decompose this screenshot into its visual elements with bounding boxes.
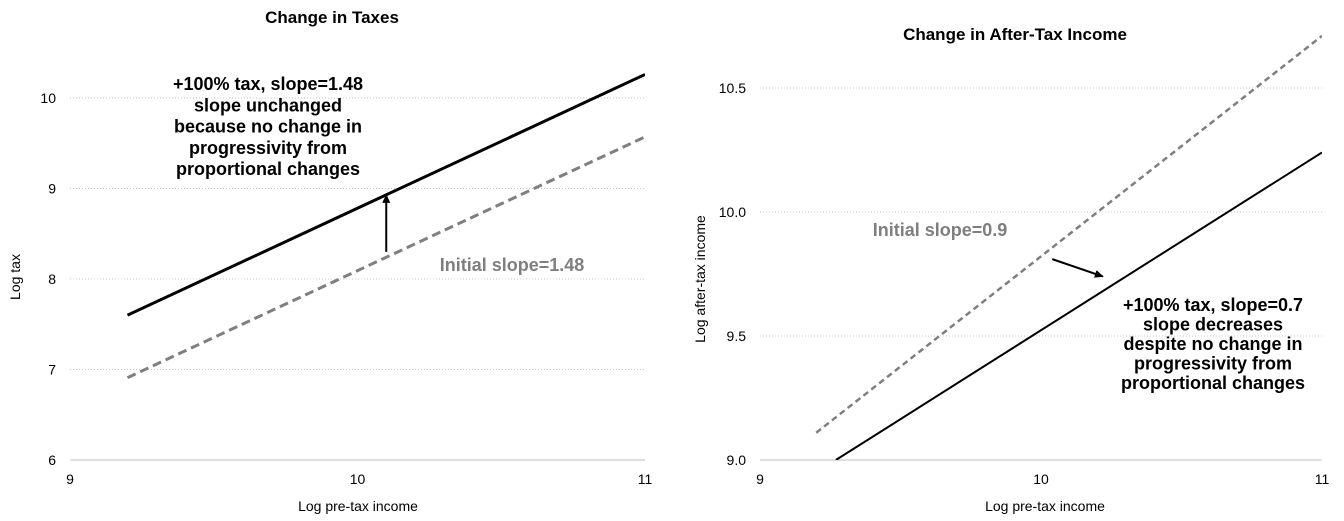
series-line-initial [815,34,1322,434]
series-line-initial [126,135,645,380]
x-axis-label: Log pre-tax income [298,498,418,514]
series-line-after-tax [835,151,1322,460]
x-tick-label: 10 [350,471,366,487]
y-axis-label: Log after-tax income [692,215,708,343]
annotation-line: slope unchanged [194,95,342,115]
annotation-line: despite no change in [1123,334,1302,354]
annotation-line: progressivity from [189,138,347,158]
chart-2: 9 10 11 9.0 9.5 10.0 10.5 Change in After-Tax I… [692,25,1329,514]
x-tick-label: 9 [756,471,764,487]
annotation-line: +100% tax, slope=1.48 [173,74,363,94]
annotation-line: slope decreases [1143,315,1283,335]
y-tick-label: 10 [40,90,56,106]
series-group [815,34,1322,460]
annotation-line: progressivity from [1134,354,1292,374]
annotation-line: Initial slope=0.9 [873,220,1008,240]
x-tick-label: 11 [638,471,653,487]
x-tick-label: 9 [66,471,74,487]
annotation-text: Initial slope=1.48 [440,255,585,275]
annotation-line: because no change in [174,117,362,137]
y-tick-label: 10.5 [719,80,746,96]
chart-title: Change in Taxes [265,8,399,27]
y-tick-label: 10.0 [719,204,746,220]
x-tick-label: 10 [1033,471,1049,487]
y-tick-label: 9.0 [727,452,747,468]
annotation-text: Initial slope=0.9 [873,220,1008,240]
annotation-line: proportional changes [1121,373,1305,393]
annotation-text: +100% tax, slope=0.7 slope decreases despi… [1121,295,1305,393]
annotation-line: proportional changes [176,159,360,179]
y-tick-label: 8 [48,271,56,287]
chart-1: 9 10 11 6 7 8 9 10 Change in Taxes Log pre-tax in… [7,8,652,514]
y-axis-label: Log tax [7,254,23,300]
y-tick-label: 6 [48,452,56,468]
shift-arrow [1051,258,1104,278]
y-tick-label: 9.5 [727,328,747,344]
y-tick-label: 9 [48,181,56,197]
annotation-line: +100% tax, slope=0.7 [1123,295,1303,315]
annotation-text: +100% tax, slope=1.48 slope unchanged beca… [173,74,363,179]
y-tick-label: 7 [48,362,56,378]
x-tick-label: 11 [1315,471,1330,487]
x-axis-label: Log pre-tax income [985,498,1105,514]
chart-title: Change in After-Tax Income [903,25,1127,44]
annotation-line: Initial slope=1.48 [440,255,585,275]
